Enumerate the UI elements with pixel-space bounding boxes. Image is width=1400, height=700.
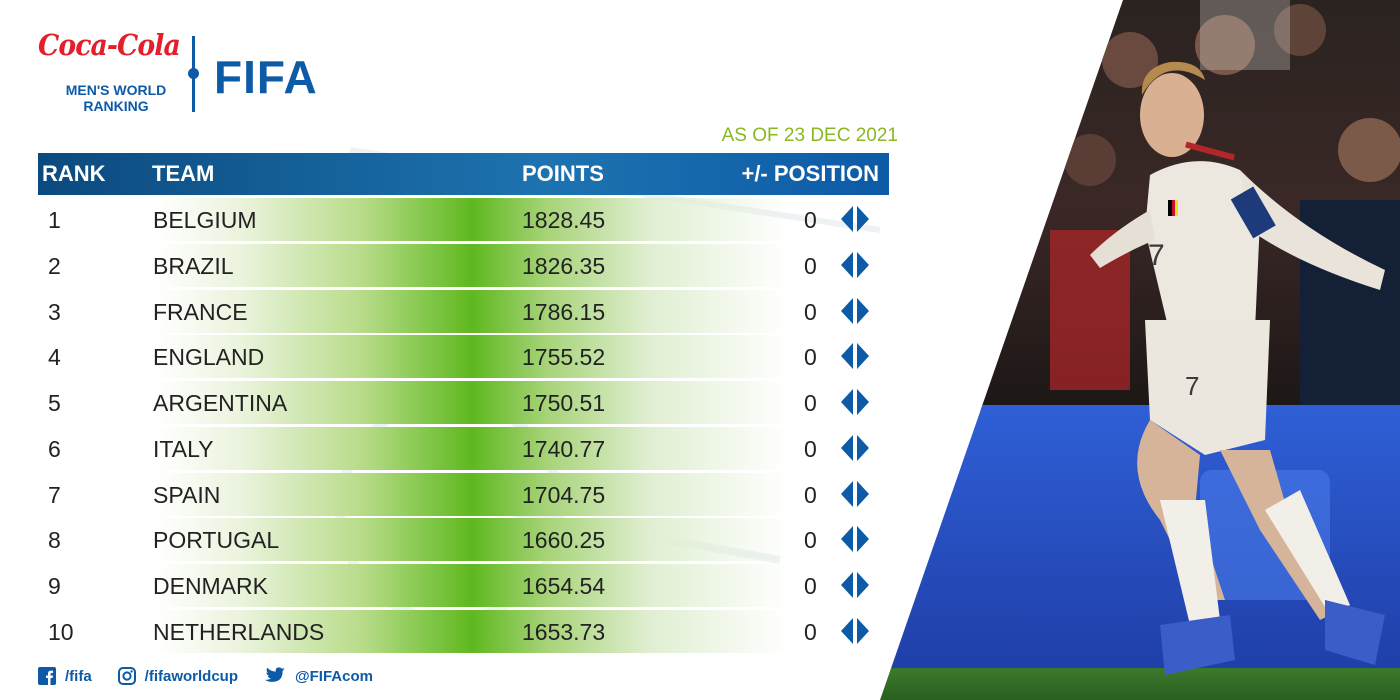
table-row: 7 SPAIN 1704.75 0 — [38, 472, 889, 516]
table-row: 9 DENMARK 1654.54 0 — [38, 564, 889, 607]
change-cell: 0 — [804, 481, 817, 508]
as-of-date: AS OF 23 DEC 2021 — [721, 125, 898, 146]
team-cell: SPAIN — [153, 481, 221, 508]
rank-cell: 2 — [48, 252, 61, 279]
instagram-icon — [117, 667, 136, 685]
table-row: 5 ARGENTINA 1750.51 0 — [38, 381, 889, 424]
change-cell: 0 — [804, 344, 817, 371]
no-change-arrows-icon — [841, 434, 869, 461]
no-change-arrows-icon — [841, 480, 869, 507]
change-cell: 0 — [804, 207, 817, 233]
rank-cell: 4 — [48, 344, 61, 371]
social-facebook[interactable]: /fifa — [38, 667, 92, 685]
team-cell: BRAZIL — [153, 252, 234, 279]
header-rank: RANK — [42, 161, 106, 186]
svg-text:7: 7 — [1185, 371, 1199, 401]
header-position-change: +/- POSITION — [741, 161, 879, 186]
points-cell: 1660.25 — [522, 527, 606, 554]
no-change-arrows-icon — [841, 617, 869, 644]
points-cell: 1786.15 — [522, 298, 606, 325]
twitter-handle: @FIFAcom — [295, 667, 373, 685]
team-cell: BELGIUM — [153, 207, 257, 233]
points-cell: 1654.54 — [522, 573, 606, 599]
team-cell: ENGLAND — [153, 344, 265, 371]
logo-divider-dot — [188, 68, 199, 79]
facebook-handle: /fifa — [65, 667, 92, 685]
team-cell: ITALY — [153, 435, 214, 462]
rank-cell: 5 — [48, 390, 61, 416]
no-change-arrows-icon — [841, 297, 869, 324]
fifa-logo: FIFA — [214, 51, 318, 103]
points-cell: 1704.75 — [522, 481, 606, 508]
header-team: TEAM — [152, 161, 215, 186]
table-row: 2 BRAZIL 1826.35 0 — [38, 243, 889, 287]
rank-cell: 9 — [48, 573, 61, 599]
team-cell: ARGENTINA — [153, 390, 288, 416]
header-points: POINTS — [522, 161, 604, 186]
team-cell: DENMARK — [153, 573, 269, 599]
facebook-icon — [38, 667, 56, 685]
points-cell: 1653.73 — [522, 618, 606, 645]
twitter-icon — [264, 667, 286, 685]
ranking-title-line2: RANKING — [83, 98, 149, 114]
table-row: 10 NETHERLANDS 1653.73 0 — [38, 609, 889, 653]
rank-cell: 7 — [48, 481, 61, 508]
table-row: 6 ITALY 1740.77 0 — [38, 426, 889, 470]
change-cell: 0 — [804, 298, 817, 325]
ranking-title: MEN'S WORLD RANKING — [46, 82, 186, 114]
no-change-arrows-icon — [841, 343, 869, 370]
change-cell: 0 — [804, 252, 817, 279]
change-cell: 0 — [804, 573, 817, 599]
table-header: RANK TEAM POINTS +/- POSITION — [38, 153, 889, 195]
rank-cell: 8 — [48, 527, 61, 554]
no-change-arrows-icon — [841, 389, 869, 415]
table-row: 4 ENGLAND 1755.52 0 — [38, 335, 889, 379]
table-row: 8 PORTUGAL 1660.25 0 — [38, 518, 889, 562]
no-change-arrows-icon — [841, 572, 869, 598]
team-cell: NETHERLANDS — [153, 618, 325, 645]
no-change-arrows-icon — [841, 206, 869, 232]
points-cell: 1828.45 — [522, 207, 606, 233]
logo-block: Coca-Cola MEN'S WORLD RANKING FIFA — [38, 28, 338, 118]
rank-cell: 10 — [48, 618, 74, 645]
change-cell: 0 — [804, 390, 817, 416]
points-cell: 1826.35 — [522, 252, 606, 279]
points-cell: 1750.51 — [522, 390, 606, 416]
ranking-table: 1 BELGIUM 1828.45 0 2 BRAZIL 1826.35 0 3… — [38, 198, 889, 656]
table-row: 3 FRANCE 1786.15 0 — [38, 289, 889, 333]
rank-cell: 6 — [48, 435, 61, 462]
svg-text:7: 7 — [1148, 239, 1165, 272]
rank-cell: 3 — [48, 298, 61, 325]
points-cell: 1740.77 — [522, 435, 606, 462]
coca-cola-logo: Coca-Cola — [38, 28, 181, 62]
ranking-title-line1: MEN'S WORLD — [65, 82, 167, 98]
change-cell: 0 — [804, 527, 817, 554]
team-cell: PORTUGAL — [153, 527, 280, 554]
table-row: 1 BELGIUM 1828.45 0 — [38, 198, 889, 241]
change-cell: 0 — [804, 435, 817, 462]
team-cell: FRANCE — [153, 298, 248, 325]
social-twitter[interactable]: @FIFAcom — [264, 667, 373, 685]
rank-cell: 1 — [48, 207, 61, 233]
no-change-arrows-icon — [841, 526, 869, 553]
points-cell: 1755.52 — [522, 344, 606, 371]
instagram-handle: /fifaworldcup — [144, 667, 239, 685]
social-footer: /fifa /fifaworldcup @FIFAcom — [38, 664, 399, 688]
change-cell: 0 — [804, 618, 817, 645]
no-change-arrows-icon — [841, 251, 869, 278]
social-instagram[interactable]: /fifaworldcup — [117, 667, 239, 685]
